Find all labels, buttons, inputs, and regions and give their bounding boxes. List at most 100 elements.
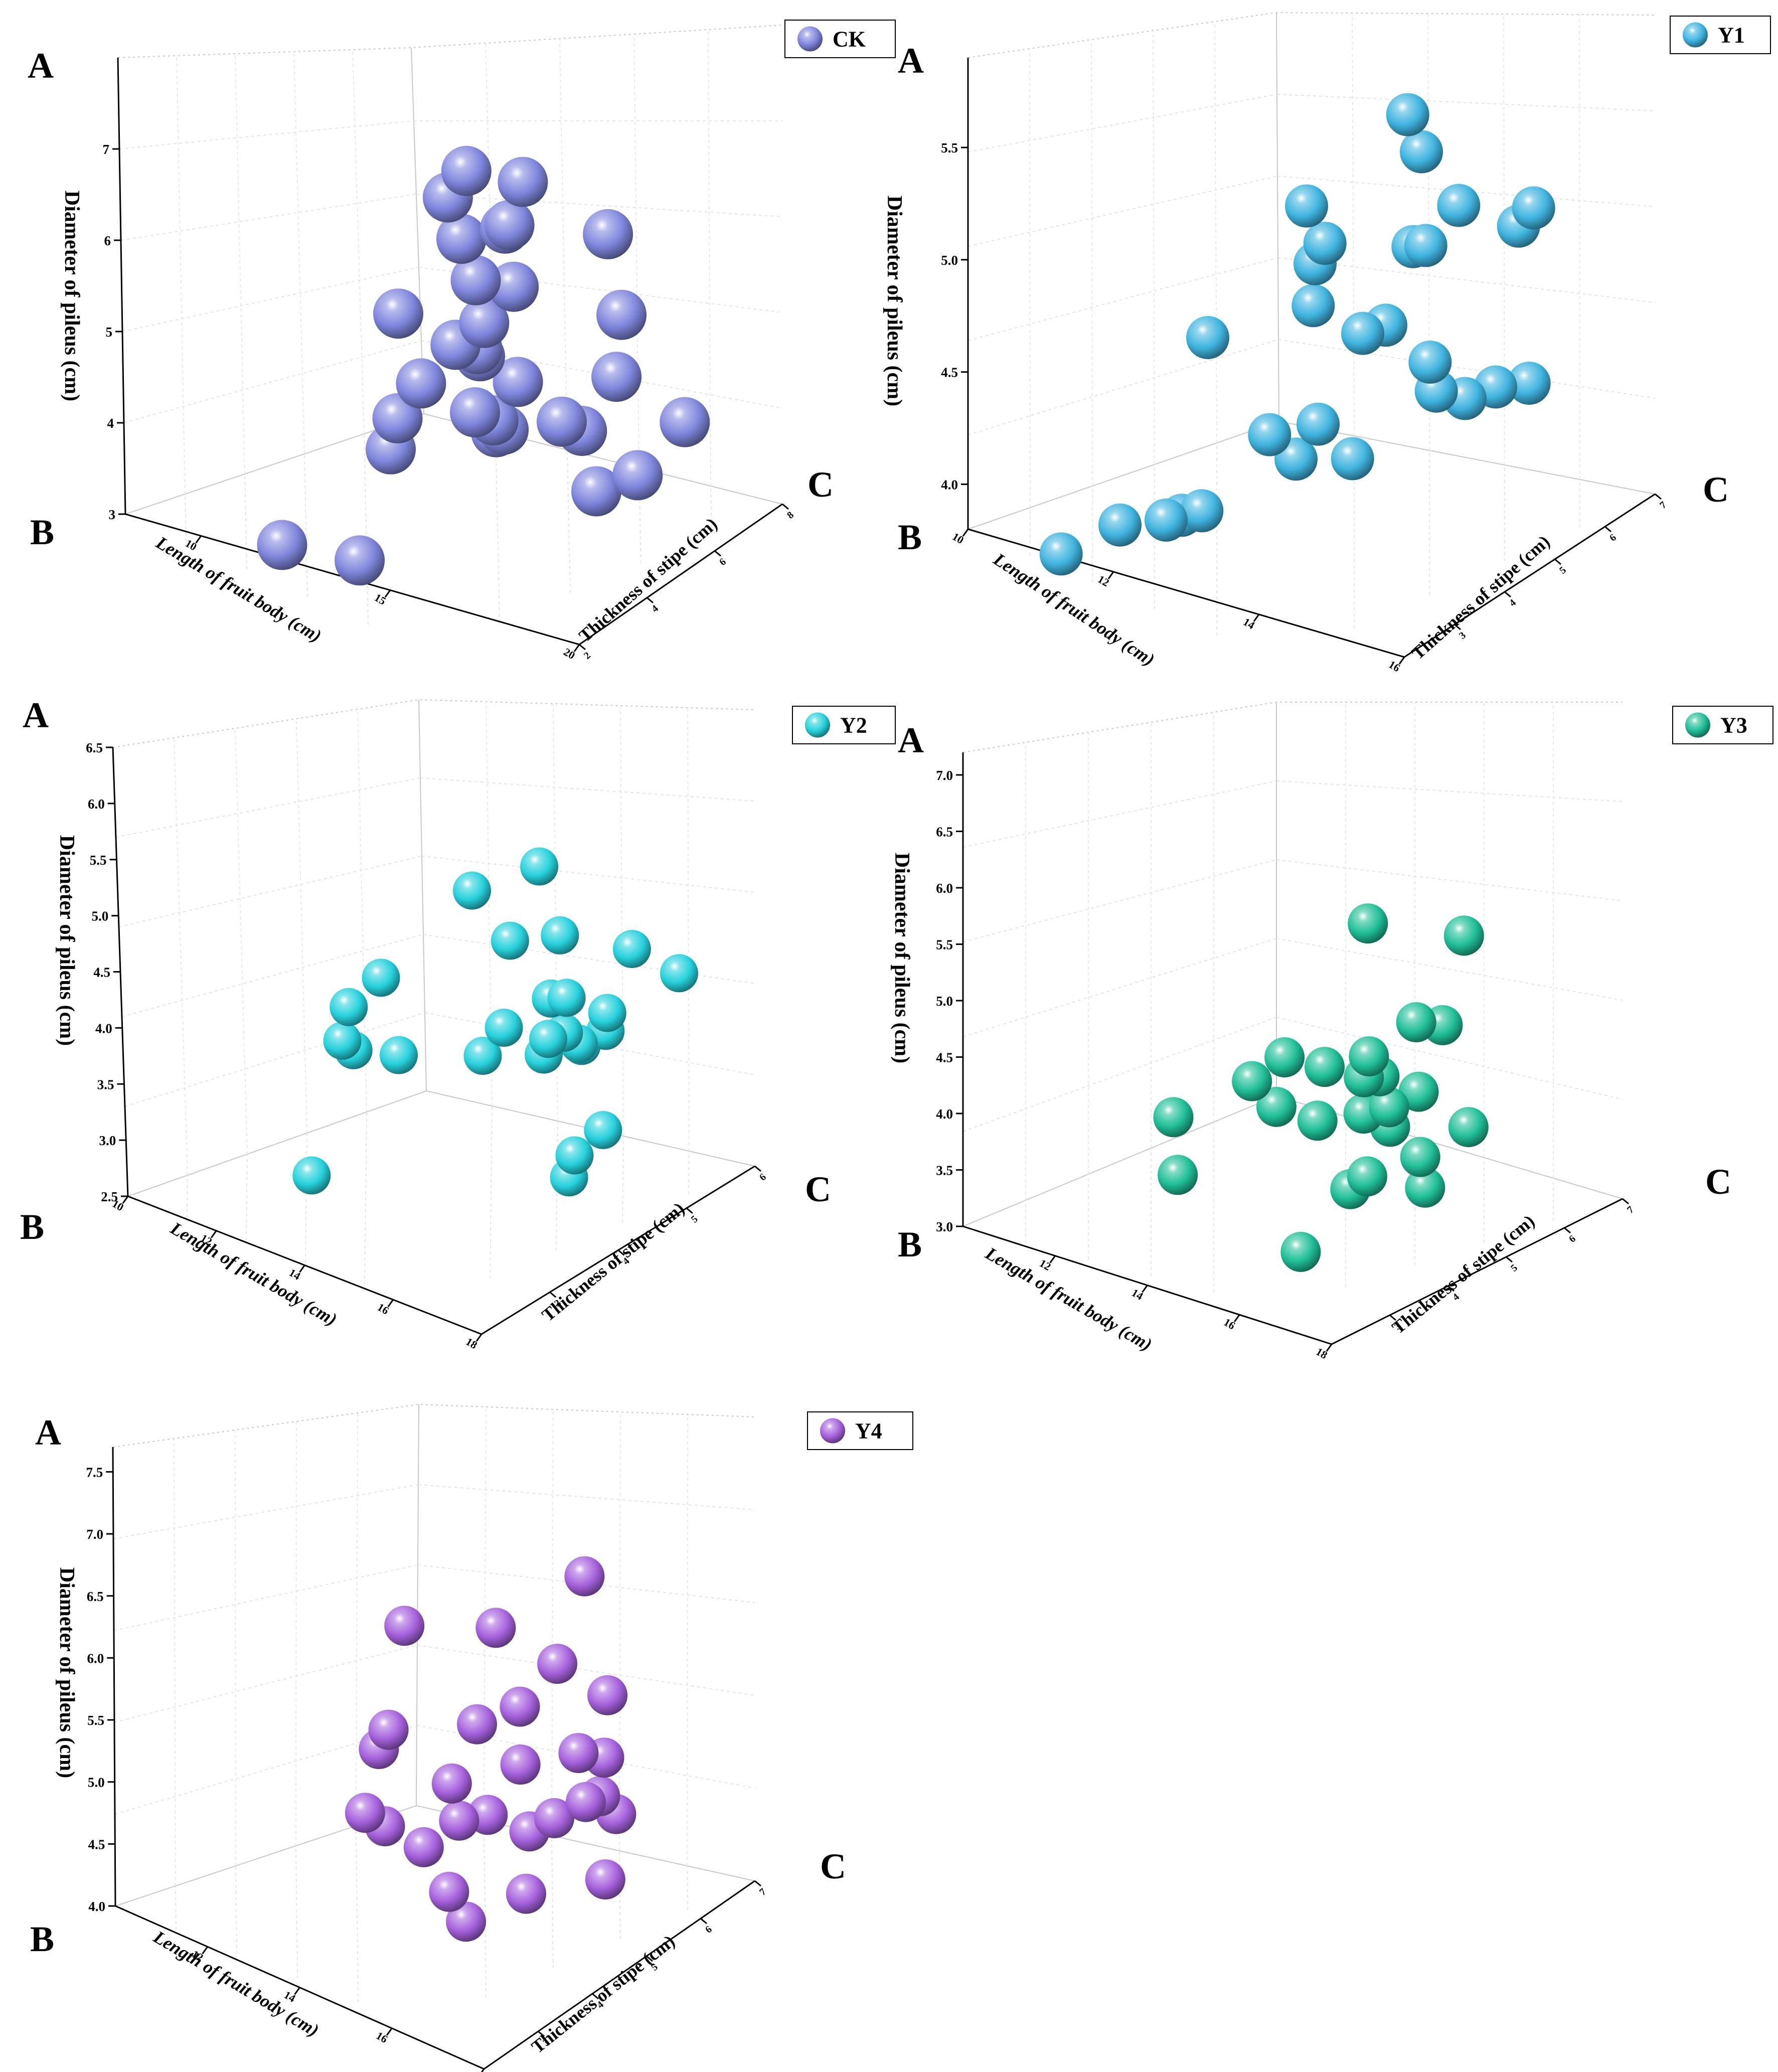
legend-label: Y2 xyxy=(840,713,867,738)
x-tick-mark xyxy=(1326,1344,1333,1352)
grid-line xyxy=(305,1133,307,1263)
corner-letter-a: A xyxy=(28,46,54,86)
data-point xyxy=(373,288,423,339)
data-point xyxy=(1396,1002,1436,1042)
data-point xyxy=(1507,362,1551,405)
data-point xyxy=(612,450,663,501)
z-tick-label: 7.5 xyxy=(86,1465,103,1480)
grid-line xyxy=(295,1845,298,1979)
grid-line xyxy=(120,194,417,241)
z-tick-label: 6.5 xyxy=(87,1589,104,1604)
data-point xyxy=(1398,1071,1439,1112)
grid-line xyxy=(1579,14,1580,480)
z-axis-title: Diameter of pileus (cm) xyxy=(883,196,906,406)
data-point xyxy=(1232,1061,1272,1101)
x-tick-mark xyxy=(1049,1255,1056,1263)
legend-label: Y3 xyxy=(1720,713,1747,738)
grid-line xyxy=(113,1564,418,1631)
z-tick-label: 4.0 xyxy=(88,1899,105,1914)
grid-line xyxy=(122,267,419,332)
corner-letter-b: B xyxy=(20,1207,44,1247)
x-tick-label: 18 xyxy=(463,1335,479,1352)
data-point xyxy=(529,1020,568,1058)
grid-line xyxy=(1276,94,1656,111)
y-axis-title: Thickness of stipe (cm) xyxy=(538,1198,689,1325)
corner-letter-a: A xyxy=(23,695,49,735)
grid-line xyxy=(113,1484,419,1539)
y-tick-mark xyxy=(579,644,586,651)
grid-line xyxy=(687,1865,688,1910)
y-tick-label: 6 xyxy=(757,1172,768,1183)
grid-line xyxy=(551,1409,554,1836)
data-point xyxy=(1448,1107,1489,1148)
x-tick-mark xyxy=(387,1299,394,1308)
legend: CK xyxy=(784,20,896,58)
data-point xyxy=(1297,402,1340,446)
data-point xyxy=(1400,130,1443,174)
data-point xyxy=(571,466,621,517)
data-point xyxy=(384,1606,425,1646)
x-tick-label: 10 xyxy=(950,530,966,547)
x-tick-label: 18 xyxy=(466,2070,482,2072)
data-point xyxy=(584,1111,622,1149)
data-point xyxy=(1349,1036,1389,1076)
grid-line xyxy=(687,1414,688,1866)
legend-marker xyxy=(820,1418,845,1444)
grid-line xyxy=(356,1412,358,1826)
grid-line xyxy=(619,1411,621,1851)
x-tick-mark xyxy=(122,1196,129,1204)
y-tick-mark xyxy=(1655,493,1662,500)
x-tick-label: 12 xyxy=(1095,573,1111,589)
x-tick-label: 18 xyxy=(1314,1345,1330,1362)
grid-line xyxy=(1352,13,1355,436)
z-tick-label: 5.0 xyxy=(941,253,958,268)
data-point xyxy=(1369,1087,1409,1128)
data-point xyxy=(1039,532,1083,576)
data-point xyxy=(441,145,492,196)
data-point xyxy=(1331,437,1374,481)
data-point xyxy=(1186,316,1229,359)
corner-letter-b: B xyxy=(30,1919,54,1959)
data-point xyxy=(1158,1155,1198,1195)
data-point xyxy=(403,1827,444,1867)
x-tick-label: 15 xyxy=(372,591,388,607)
grid-line xyxy=(1276,938,1623,1001)
x-tick-mark xyxy=(475,1334,482,1342)
z-axis-title: Diameter of pileus (cm) xyxy=(890,853,913,1063)
z-tick-label: 3.0 xyxy=(936,1219,953,1234)
data-point xyxy=(591,352,642,402)
z-tick-label: 4.5 xyxy=(941,365,958,380)
x-tick-label: 16 xyxy=(374,2029,390,2045)
data-point xyxy=(1098,503,1142,547)
data-point xyxy=(1443,915,1484,956)
z-tick-label: 7 xyxy=(103,142,110,157)
grid-line xyxy=(424,1012,755,1075)
corner-letter-a: A xyxy=(898,41,924,81)
x-tick-mark xyxy=(299,1264,305,1273)
grid-line xyxy=(235,53,245,474)
x-tick-mark xyxy=(386,2027,393,2036)
data-point xyxy=(459,297,510,348)
data-point xyxy=(475,1608,516,1648)
grid-line xyxy=(421,856,755,893)
corner-letter-b: B xyxy=(898,1224,922,1264)
y-tick-mark xyxy=(549,1292,557,1298)
y-tick-mark xyxy=(646,1955,653,1962)
z-tick-label: 6.0 xyxy=(87,1651,104,1666)
z-tick-label: 5.0 xyxy=(936,994,953,1009)
grid-line xyxy=(418,1484,755,1510)
data-point xyxy=(1386,93,1429,136)
data-point xyxy=(583,209,633,259)
grid-line xyxy=(622,1136,624,1223)
data-point xyxy=(1291,284,1335,328)
grid-line xyxy=(124,1012,425,1107)
z-tick-label: 3.5 xyxy=(97,1077,114,1092)
grid-line xyxy=(1276,780,1623,802)
y-tick-label: 5 xyxy=(689,1213,700,1225)
y-tick-label: 2 xyxy=(582,650,593,662)
z-tick-label: 3.0 xyxy=(99,1133,116,1148)
y-tick-mark xyxy=(1622,1198,1629,1205)
z-axis-title: Diameter of pileus (cm) xyxy=(60,191,83,401)
z-tick-label: 7.0 xyxy=(86,1527,103,1542)
